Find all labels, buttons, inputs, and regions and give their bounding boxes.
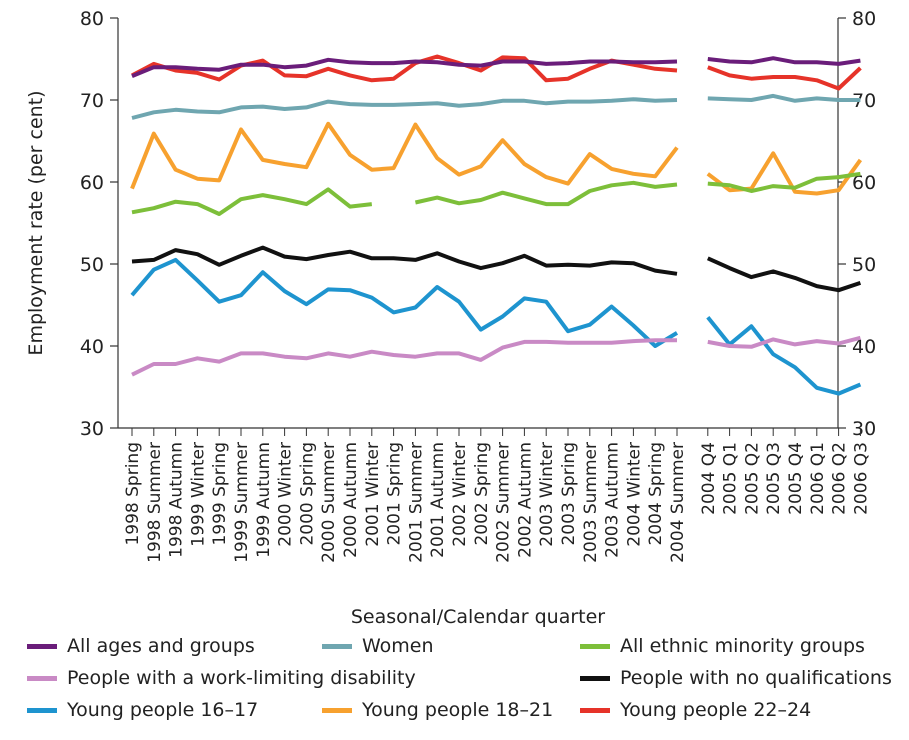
x-tick-label: 2006 Q3 <box>851 442 871 515</box>
x-tick-label: 2001 Spring <box>385 442 405 546</box>
x-tick-label: 2002 Winter <box>450 442 470 547</box>
x-tick-label: 2002 Spring <box>472 442 492 546</box>
y-tick-label-right: 70 <box>852 90 876 112</box>
y-tick-label-right: 50 <box>852 254 876 276</box>
x-tick-label: 2000 Winter <box>276 442 296 547</box>
y-tick-label-right: 40 <box>852 336 876 358</box>
x-tick-label: 1999 Summer <box>232 442 252 563</box>
y-tick-label-left: 40 <box>80 336 104 358</box>
x-tick-label: 2000 Summer <box>319 442 339 563</box>
y-tick-label-right: 60 <box>852 172 876 194</box>
x-tick-label: 2001 Winter <box>363 442 383 547</box>
x-tick-label: 2001 Summer <box>406 442 426 563</box>
x-tick-label: 2006 Q1 <box>808 442 828 515</box>
series-line <box>131 93 861 120</box>
series-line <box>130 121 863 196</box>
x-tick-label: 2005 Q1 <box>721 442 741 515</box>
x-tick-label: 2003 Winter <box>537 442 557 547</box>
x-tick-label: 2006 Q2 <box>830 442 850 515</box>
x-tick-label: 2004 Winter <box>624 442 644 547</box>
y-tick-label-left: 80 <box>80 8 104 30</box>
x-tick-label: 2003 Autumn <box>603 442 623 558</box>
series-line <box>131 56 861 79</box>
x-tick-label: 2005 Q4 <box>786 442 806 515</box>
series-line <box>131 335 861 377</box>
x-tick-label: 1998 Summer <box>145 442 165 563</box>
y-axis-title: Employment rate (per cent) <box>25 90 47 355</box>
x-tick-label: 2005 Q3 <box>764 442 784 515</box>
x-tick-label: 1998 Spring <box>123 442 143 546</box>
x-tick-label: 2003 Summer <box>581 442 601 563</box>
x-tick-label: 2002 Autumn <box>515 442 535 558</box>
x-tick-label: 2005 Q2 <box>742 442 762 515</box>
x-tick-label: 1998 Autumn <box>167 442 187 558</box>
y-tick-label-left: 50 <box>80 254 104 276</box>
x-tick-label: 2002 Summer <box>494 442 514 563</box>
x-tick-label: 2004 Spring <box>646 442 666 546</box>
x-tick-label: 2000 Autumn <box>341 442 361 558</box>
x-tick-label: 2004 Summer <box>668 442 688 563</box>
x-tick-label: 2003 Spring <box>559 442 579 546</box>
x-tick-label: 1999 Winter <box>188 442 208 547</box>
series-line <box>131 54 862 91</box>
x-tick-label: 1999 Autumn <box>254 442 274 558</box>
series-line <box>130 257 862 396</box>
x-tick-label: 2000 Spring <box>297 442 317 546</box>
y-tick-label-right: 30 <box>852 418 876 440</box>
x-tick-label: 1999 Spring <box>210 442 230 546</box>
series-line <box>131 171 861 216</box>
y-tick-label-left: 70 <box>80 90 104 112</box>
y-tick-label-right: 80 <box>852 8 876 30</box>
x-tick-label: 2004 Q4 <box>699 442 719 515</box>
x-tick-label: 2001 Autumn <box>428 442 448 558</box>
y-tick-label-left: 30 <box>80 418 104 440</box>
x-axis-title: Seasonal/Calendar quarter <box>351 606 605 628</box>
series-line <box>131 245 862 293</box>
y-tick-label-left: 60 <box>80 172 104 194</box>
